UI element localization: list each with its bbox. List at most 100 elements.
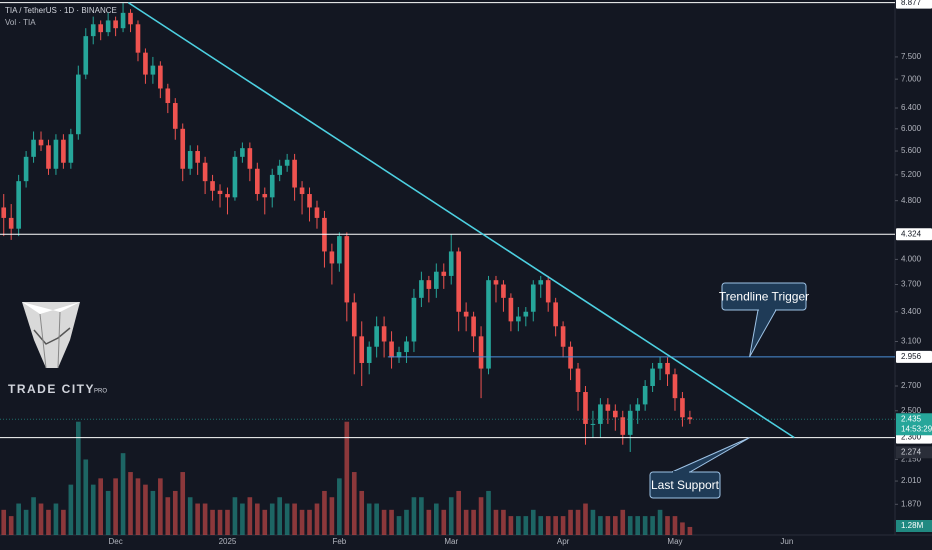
volume-bar	[337, 478, 342, 535]
volume-title: Vol · TIA	[5, 18, 36, 27]
candle-body	[613, 410, 618, 418]
candle-body	[83, 36, 89, 75]
volume-bar	[448, 497, 454, 535]
candle-body	[1, 207, 7, 218]
y-tick-label: 3.100	[901, 337, 922, 346]
candle-body	[202, 162, 208, 182]
volume-bar	[590, 509, 596, 535]
candle-body	[374, 326, 379, 347]
logo-name: TRADE CITY	[8, 382, 95, 396]
volume-bar	[165, 497, 171, 535]
candle-body	[269, 174, 275, 198]
level-label: 8.877	[901, 0, 922, 7]
candle-body	[523, 311, 529, 317]
candle-body	[471, 316, 476, 337]
volume-bar	[322, 490, 327, 535]
candle-body	[605, 404, 611, 411]
candle-body	[568, 346, 573, 369]
candle-body	[351, 302, 357, 337]
x-tick-label: Jun	[780, 537, 793, 546]
volume-bar	[366, 503, 372, 535]
candle-body	[31, 139, 36, 157]
candle-body	[53, 139, 59, 169]
volume-bar	[359, 490, 365, 535]
candle-body	[337, 236, 342, 264]
volume-bar	[113, 478, 118, 535]
level-label-box	[896, 350, 932, 363]
volume-bar	[53, 503, 59, 535]
volume-bar	[411, 497, 417, 535]
y-tick-label: 1.870	[901, 499, 922, 508]
volume-bar	[329, 497, 335, 535]
volume-bar	[620, 509, 626, 535]
callout-text: Last Support	[651, 478, 720, 492]
candle-body	[590, 423, 596, 425]
volume-bar	[307, 509, 312, 535]
candle-body	[284, 159, 290, 166]
y-tick-label: 2.500	[901, 406, 922, 415]
candle-body	[195, 151, 200, 163]
price-axis-panel	[895, 0, 932, 550]
x-tick-label: 2025	[219, 537, 237, 546]
volume-bar	[105, 490, 111, 535]
volume-bar	[441, 509, 447, 535]
x-tick-label: Apr	[557, 537, 570, 546]
candle-body	[396, 352, 402, 358]
candle-body	[478, 336, 484, 369]
volume-bar	[344, 421, 350, 535]
candle-body	[38, 139, 44, 146]
volume-bars	[1, 421, 693, 535]
candle-body	[404, 341, 409, 353]
candle-body	[665, 362, 670, 375]
volume-bar	[516, 516, 521, 535]
volume-bar	[8, 516, 14, 535]
volume-bar	[277, 497, 282, 535]
volume-bar	[187, 497, 193, 535]
volume-bar	[672, 516, 678, 535]
volume-bar	[232, 497, 238, 535]
logo-line	[33, 327, 71, 345]
level-label: 4.324	[901, 229, 922, 238]
candle-body	[635, 404, 640, 411]
candle-body	[620, 417, 626, 435]
candle-body	[187, 151, 193, 169]
current-price-box	[896, 413, 932, 436]
candle-body	[307, 194, 312, 208]
volume-bar	[687, 526, 693, 535]
candle-body	[486, 280, 491, 369]
candle-body	[247, 148, 253, 169]
candle-body	[150, 65, 156, 75]
volume-bar	[120, 453, 126, 535]
volume-bar	[158, 478, 163, 535]
candle-body	[530, 284, 536, 312]
volume-bar	[471, 509, 476, 535]
candle-body	[292, 159, 297, 188]
volume-bar	[195, 503, 200, 535]
volume-bar	[76, 421, 81, 535]
callout-text: Trendline Trigger	[719, 290, 809, 304]
candle-body	[143, 52, 148, 75]
candle-body	[538, 280, 544, 285]
candle-body	[575, 368, 581, 393]
day-low-box	[896, 446, 932, 459]
volume-bar	[642, 516, 648, 535]
candle-body	[76, 74, 81, 135]
y-tick-label: 7.500	[901, 52, 922, 61]
y-tick-label: 3.700	[901, 280, 922, 289]
candle-body	[262, 194, 268, 198]
volume-bar	[46, 509, 51, 535]
candle-body	[90, 24, 96, 37]
volume-bar	[217, 509, 223, 535]
candle-body	[516, 316, 521, 322]
volume-bar	[98, 478, 103, 535]
volume-bar	[351, 472, 357, 535]
candle-body	[165, 88, 171, 104]
volume-bar	[255, 503, 260, 535]
candle-body	[329, 251, 335, 264]
volume-bar	[560, 516, 566, 535]
day-low-label: 2.274	[901, 447, 922, 456]
volume-bar	[180, 472, 186, 535]
candle-body	[456, 251, 461, 312]
candle-body	[240, 148, 245, 157]
volume-bar	[508, 516, 514, 535]
